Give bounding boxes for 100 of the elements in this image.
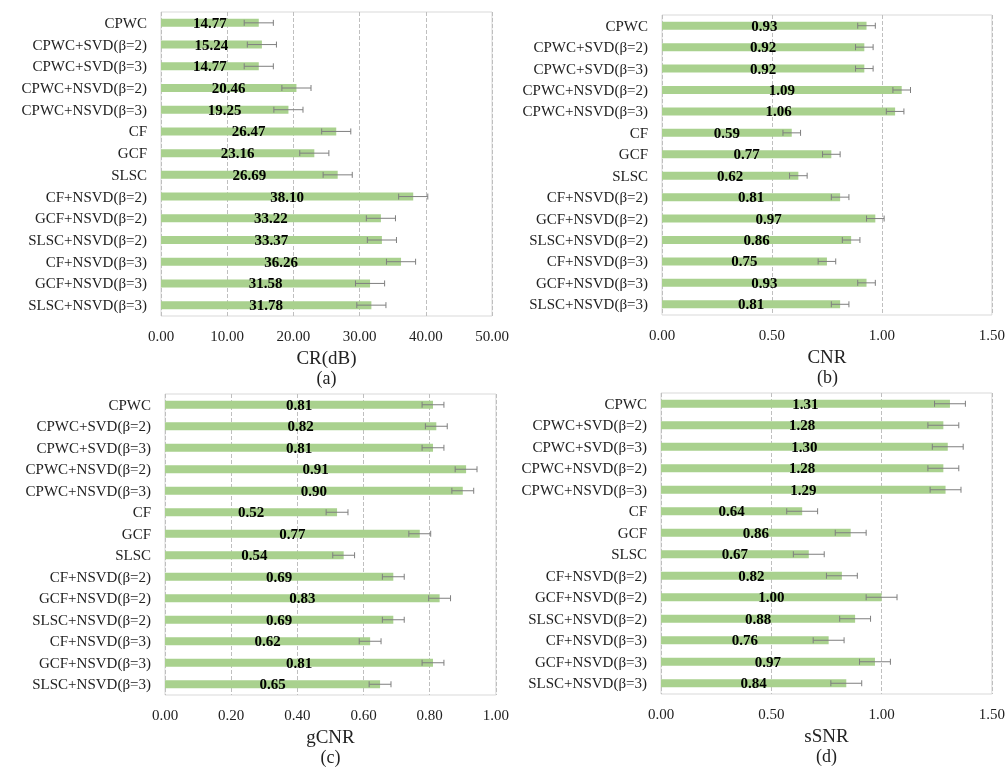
y-tick-label: GCF+NSVD(β=2) [534, 589, 647, 607]
x-axis-title: CR(dB) [296, 346, 357, 369]
y-tick-label: CPWC+NSVD(β=2) [522, 82, 648, 99]
y-tick-label: SLSC+NSVD(β=2) [28, 232, 147, 249]
data-label: 31.78 [249, 297, 284, 314]
y-tick-label: CPWC+SVD(β=3) [32, 58, 147, 76]
y-tick-label: CF+NSVD(β=3) [45, 253, 147, 271]
bar [161, 127, 337, 136]
data-label: 0.84 [740, 675, 768, 692]
text: (d) [816, 746, 837, 767]
y-tick-label: CPWC+SVD(β=2) [32, 36, 147, 54]
x-axis-title: gCNR [306, 725, 356, 747]
bar [661, 421, 944, 430]
data-label: 0.67 [721, 546, 749, 563]
y-tick-label: GCF+NSVD(β=2) [34, 210, 147, 228]
bar [165, 658, 434, 667]
bar [662, 257, 827, 266]
data-label: 0.97 [754, 653, 782, 670]
bar [661, 593, 882, 602]
y-tick-label: CPWC [605, 17, 648, 34]
data-label: 0.92 [750, 39, 777, 56]
bar [165, 680, 381, 689]
bar [165, 400, 434, 409]
data-label: 14.77 [193, 14, 228, 31]
bar [165, 486, 463, 495]
y-tick-label: CPWC+NSVD(β=2) [25, 461, 151, 479]
y-tick-label: CF+NSVD(β=2) [45, 188, 147, 206]
data-label: 0.97 [755, 210, 783, 227]
bar [165, 422, 437, 431]
x-tick-label: 1.00 [868, 705, 895, 722]
data-label: 0.91 [302, 461, 329, 478]
data-label: 1.30 [791, 438, 818, 455]
data-label: 1.06 [765, 103, 793, 120]
bar [165, 508, 338, 517]
x-tick-label: 0.50 [758, 705, 785, 722]
data-label: 31.58 [248, 275, 283, 292]
y-tick-label: GCF [121, 525, 151, 542]
x-tick-label: 0.00 [151, 706, 179, 723]
x-tick-label: 50.00 [475, 327, 509, 344]
bar [662, 21, 867, 30]
y-tick-label: CPWC+SVD(β=3) [532, 438, 647, 456]
x-axis-title: CNR [807, 345, 847, 367]
bar [165, 637, 371, 646]
bar [661, 636, 829, 645]
bar [661, 442, 948, 451]
x-tick-label: 10.00 [210, 327, 245, 344]
bar [161, 192, 414, 201]
bar [662, 43, 865, 52]
data-label: 0.81 [285, 396, 313, 413]
text: (c) [320, 747, 341, 768]
y-tick-label: SLSC+NSVD(β=2) [32, 611, 151, 629]
y-tick-label: SLSC+NSVD(β=3) [32, 676, 151, 694]
x-tick-label: 1.50 [978, 326, 1005, 343]
data-label: 0.88 [744, 610, 772, 627]
bar [662, 278, 867, 287]
bar [165, 551, 344, 560]
data-label: 0.81 [737, 296, 765, 313]
bar [662, 236, 852, 244]
bar [661, 550, 809, 559]
y-tick-label: GCF [117, 145, 147, 162]
data-label: 0.75 [731, 253, 758, 270]
data-label: 1.31 [792, 395, 819, 412]
y-tick-label: SLSC [611, 546, 647, 563]
data-label: 0.81 [285, 654, 313, 671]
y-tick-label: GCF+NSVD(β=3) [38, 654, 151, 672]
y-tick-label: GCF [617, 524, 647, 541]
x-tick-label: 30.00 [342, 327, 377, 344]
data-label: 0.86 [743, 232, 771, 248]
bar [165, 529, 420, 538]
data-label: 0.52 [237, 504, 265, 521]
bar [661, 464, 944, 473]
bar [662, 86, 902, 94]
y-tick-label: CPWC [108, 396, 151, 413]
data-label: 0.77 [279, 525, 307, 542]
x-tick-label: 40.00 [408, 327, 443, 344]
bar [165, 615, 394, 624]
y-tick-label: CPWC+NSVD(β=2) [521, 460, 647, 478]
data-label: 19.25 [207, 101, 242, 118]
data-label: 1.28 [789, 460, 816, 477]
bar [661, 679, 847, 688]
y-tick-label: CF+NSVD(β=3) [545, 632, 647, 650]
data-label: 15.24 [194, 36, 229, 53]
data-label: 0.92 [750, 60, 777, 77]
data-label: 33.22 [254, 210, 288, 227]
bar [662, 107, 896, 116]
data-label: 0.90 [300, 482, 328, 499]
data-label: 20.46 [211, 80, 247, 96]
x-tick-label: 0.20 [218, 706, 245, 723]
bar [161, 301, 372, 310]
data-label: 0.62 [717, 167, 744, 184]
y-tick-label: SLSC [115, 547, 151, 564]
y-tick-label: CPWC+NSVD(β=3) [25, 482, 151, 500]
data-label: 0.62 [254, 633, 281, 650]
y-tick-label: GCF+NSVD(β=3) [34, 275, 147, 293]
y-tick-label: SLSC+NSVD(β=2) [528, 610, 647, 628]
bar [661, 528, 851, 537]
bar [662, 150, 832, 159]
y-tick-label: CF+NSVD(β=2) [49, 568, 151, 586]
data-label: 0.86 [742, 524, 770, 541]
data-label: 0.93 [751, 274, 778, 291]
